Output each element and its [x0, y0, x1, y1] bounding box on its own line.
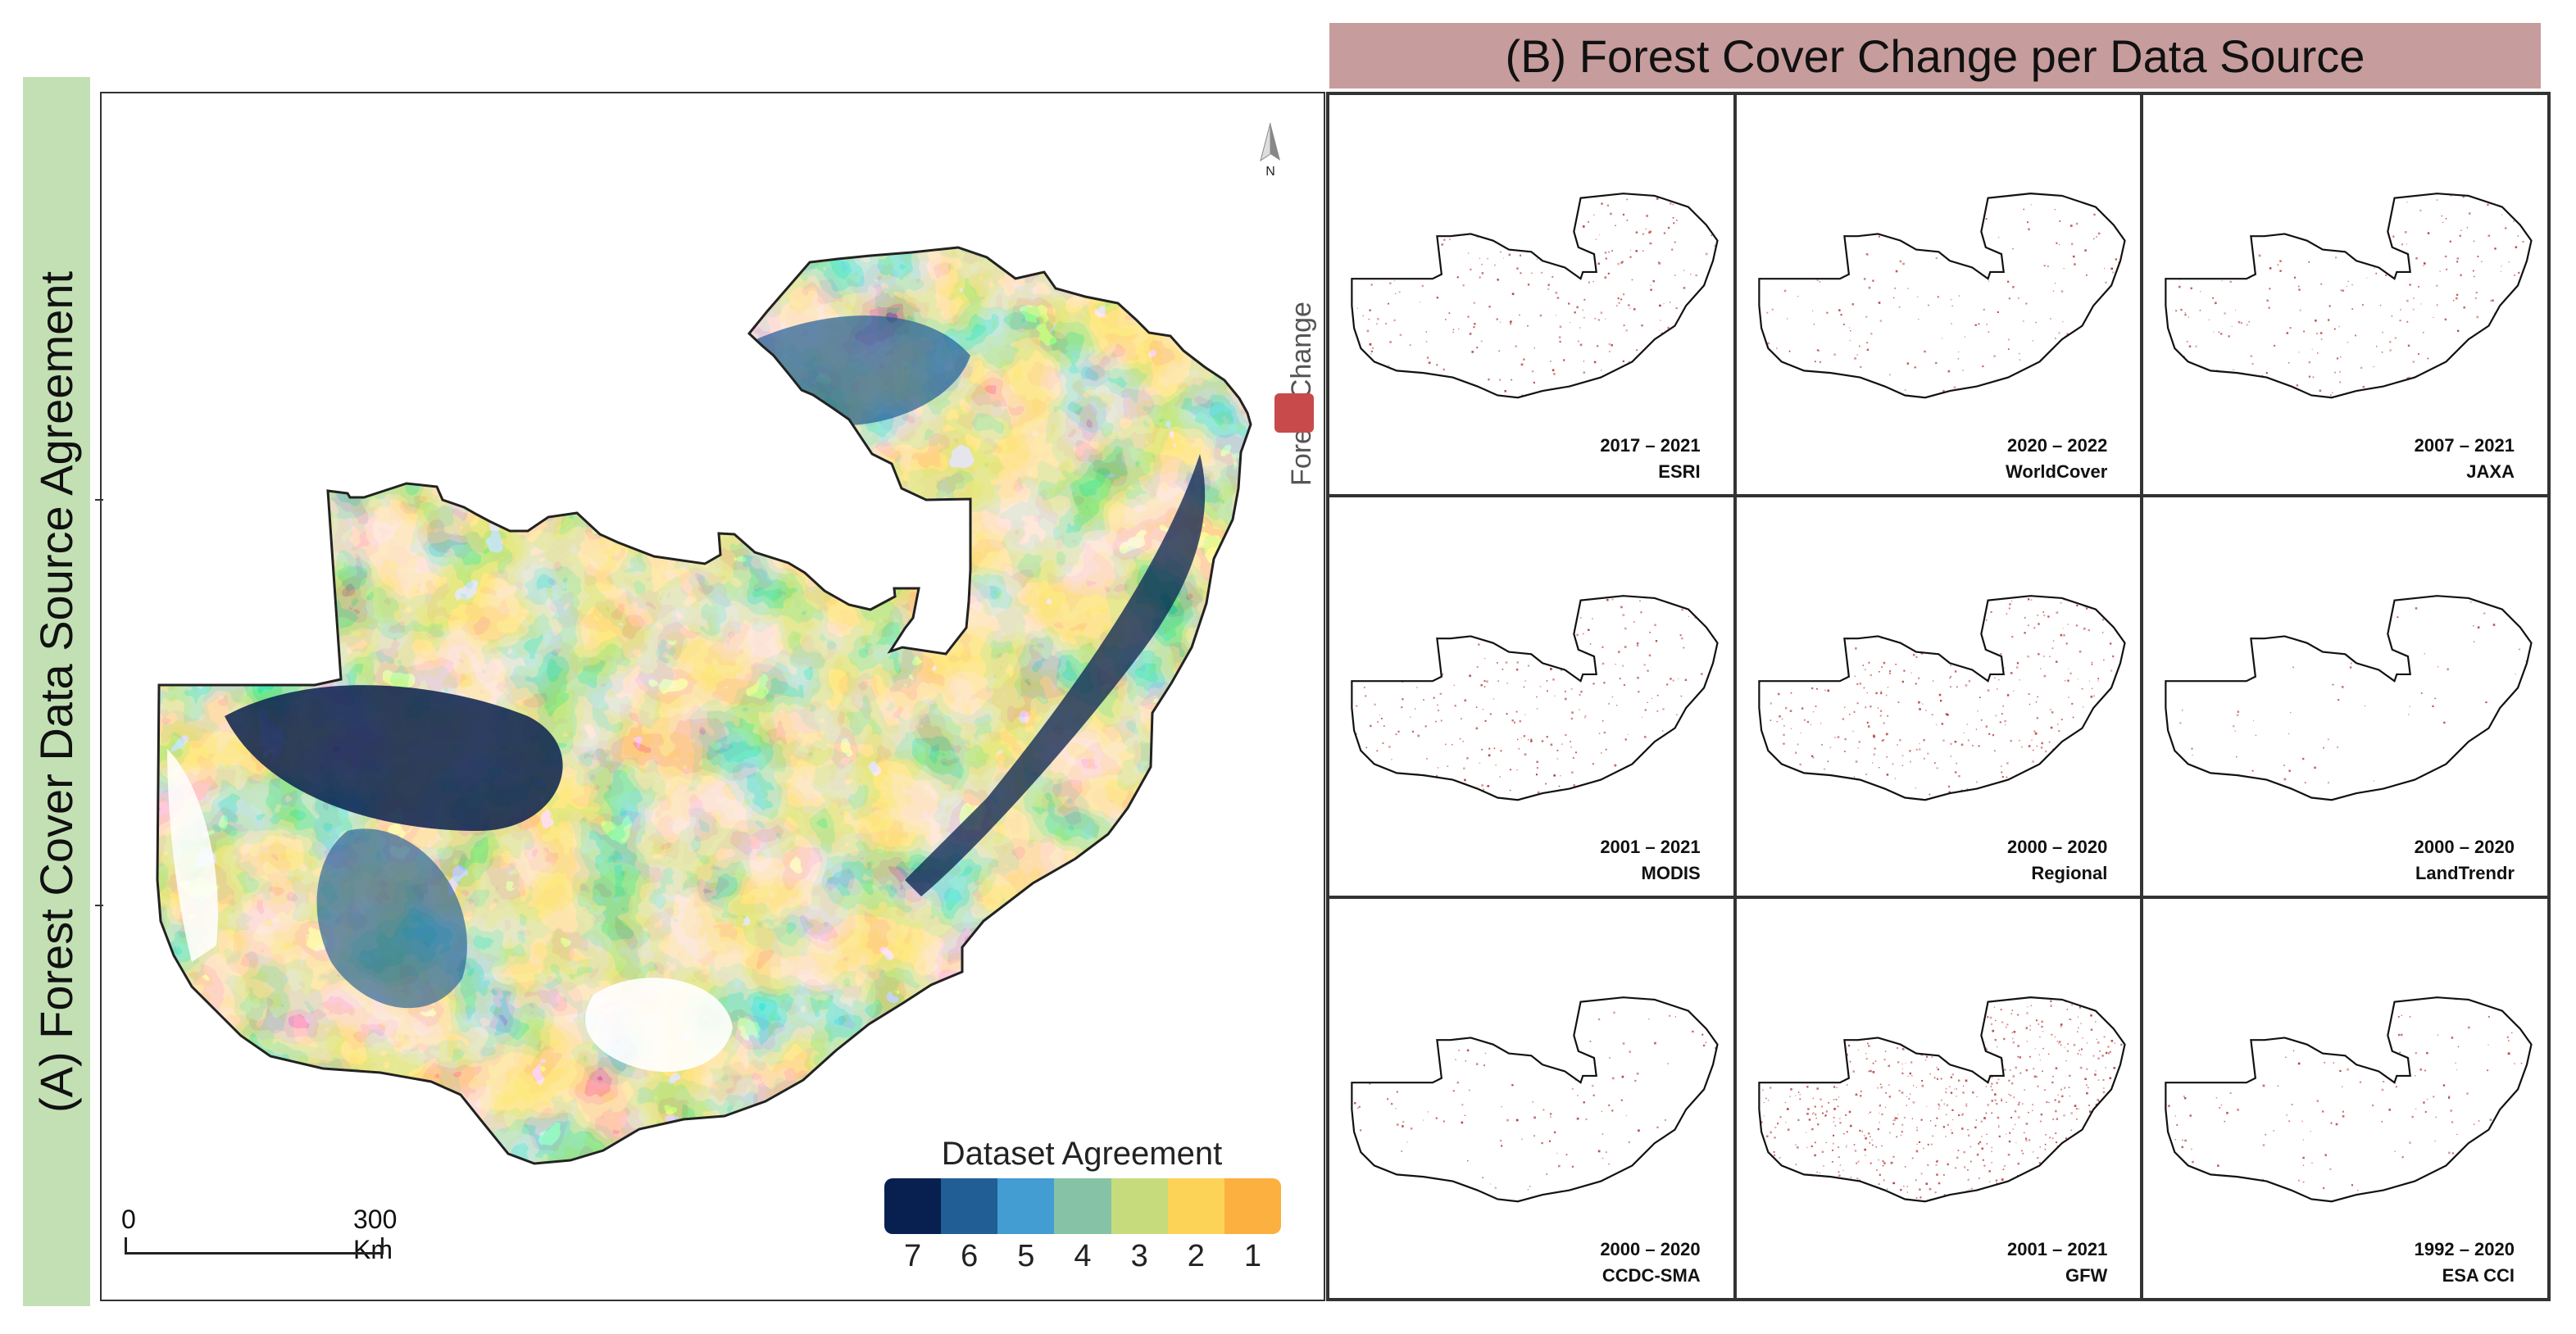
source-map-panel: 2017 – 2021 ESRI: [1328, 93, 1735, 496]
scale-bar-cap: [381, 1237, 384, 1255]
source-map-panel: 1992 – 2020 ESA CCI: [2142, 897, 2549, 1300]
source-map: [1757, 996, 2126, 1203]
source-period-label: 2001 – 2021: [1600, 837, 1701, 858]
frame-tick: [95, 905, 103, 906]
source-name-label: GFW: [2065, 1264, 2108, 1286]
agreement-swatch: [997, 1178, 1055, 1234]
source-period-label: 2020 – 2022: [2006, 434, 2108, 456]
country-outline: [2165, 996, 2533, 1203]
source-name-label: MODIS: [1641, 863, 1701, 884]
agreement-level-label: 3: [1130, 1239, 1148, 1273]
panel-a-label-bar: [23, 77, 90, 1306]
source-map-panel: 2000 – 2020 LandTrendr: [2142, 495, 2549, 898]
source-period-label: 2000 – 2020: [2006, 837, 2108, 858]
agreement-legend-levels: 7 6 5 4 3 2 1: [884, 1239, 1281, 1274]
north-label: N: [1265, 165, 1275, 179]
source-map: [1757, 193, 2126, 399]
agreement-level-label: 2: [1187, 1239, 1205, 1273]
north-arrow-icon: N: [1260, 122, 1280, 179]
source-map-panel: 2000 – 2020 Regional: [1734, 495, 2142, 898]
source-map: [2165, 193, 2533, 399]
forest-change-pixels: [1760, 596, 2125, 800]
agreement-level-label: 6: [961, 1239, 979, 1273]
forest-change-pixels: [1352, 595, 1718, 800]
country-outline: [1351, 193, 1719, 399]
country-outline: [1757, 594, 2126, 801]
source-period-label: 2017 – 2021: [1600, 434, 1701, 456]
forest-change-pixels: [2166, 998, 2532, 1202]
agreement-swatch: [1224, 1178, 1281, 1234]
source-name-label: ESA CCI: [2442, 1264, 2515, 1286]
country-outline: [1351, 996, 1719, 1203]
source-period-label: 1992 – 2020: [2414, 1238, 2515, 1259]
source-name-label: LandTrendr: [2415, 863, 2515, 884]
forest-change-pixels: [1760, 193, 2122, 398]
source-map-panel: 2001 – 2021 MODIS: [1328, 495, 1735, 898]
agreement-map-frame: [95, 92, 1325, 1301]
source-map-panel: 2001 – 2021 GFW: [1734, 897, 2142, 1300]
scale-bar-cap: [125, 1237, 127, 1255]
country-outline: [2165, 193, 2533, 399]
agreement-level-label: 4: [1074, 1239, 1092, 1273]
agreement-swatch: [884, 1178, 942, 1234]
scale-bar-start-label: 0: [121, 1205, 136, 1234]
forest-change-pixels: [2167, 193, 2532, 398]
source-map: [2165, 594, 2533, 801]
country-outline: [2165, 594, 2533, 801]
source-name-label: JAXA: [2466, 461, 2515, 482]
source-map-panel: 2000 – 2020 CCDC-SMA: [1328, 897, 1735, 1300]
source-name-label: WorldCover: [2006, 461, 2108, 482]
source-period-label: 2000 – 2020: [2414, 837, 2515, 858]
forest-change-pixels: [1759, 997, 2125, 1202]
scale-bar-line: [125, 1252, 384, 1255]
agreement-swatch: [941, 1178, 998, 1234]
forest-change-pixels: [1352, 997, 1718, 1202]
agreement-swatch: [1111, 1178, 1168, 1234]
source-map: [1351, 594, 1719, 801]
forest-change-pixels: [2179, 600, 2532, 800]
agreement-legend-swatches: [884, 1178, 1281, 1234]
country-outline: [1351, 594, 1719, 801]
source-map: [1351, 193, 1719, 399]
agreement-level-label: 5: [1017, 1239, 1035, 1273]
source-map-panel: 2020 – 2022 WorldCover: [1734, 93, 2142, 496]
forest-change-grid: 2017 – 2021 ESRI 2020 – 2022 WorldCover 2007…: [1326, 92, 2551, 1301]
panel-a-title: (A) Forest Cover Data Source Agreement: [23, 77, 90, 1306]
agreement-swatch: [1167, 1178, 1224, 1234]
source-map: [1757, 594, 2126, 801]
agreement-raster: [157, 247, 1251, 1164]
source-period-label: 2001 – 2021: [2006, 1238, 2108, 1259]
agreement-level-label: 1: [1243, 1239, 1261, 1273]
source-name-label: ESRI: [1658, 461, 1701, 482]
agreement-level-label: 7: [904, 1239, 922, 1273]
panel-b-title-text: (B) Forest Cover Change per Data Source: [1505, 29, 2365, 82]
agreement-legend: Dataset Agreement 7 6 5 4 3 2 1: [881, 1136, 1283, 1283]
source-name-label: CCDC-SMA: [1601, 1264, 1701, 1286]
scale-bar: 0 300 Km: [121, 1205, 397, 1264]
panel-b-title: (B) Forest Cover Change per Data Source: [1329, 23, 2541, 88]
country-outline: [1757, 193, 2126, 399]
source-map-panel: 2007 – 2021 JAXA: [2142, 93, 2549, 496]
forest-change-pixels: [1352, 193, 1718, 397]
source-period-label: 2007 – 2021: [2414, 434, 2515, 456]
agreement-map: [156, 246, 1252, 1165]
source-period-label: 2000 – 2020: [1600, 1238, 1701, 1259]
country-outline: [1757, 996, 2126, 1203]
panel-a-title-text: (A) Forest Cover Data Source Agreement: [30, 270, 83, 1113]
source-name-label: Regional: [2031, 863, 2108, 884]
agreement-swatch: [1054, 1178, 1111, 1234]
frame-tick: [95, 499, 103, 501]
source-map: [2165, 996, 2533, 1203]
scale-bar-end-label: 300 Km: [353, 1205, 398, 1264]
source-map: [1351, 996, 1719, 1203]
forest-change-legend-swatch: [1274, 393, 1314, 433]
country-boundary: [156, 246, 1252, 1165]
agreement-legend-title: Dataset Agreement: [941, 1136, 1223, 1172]
